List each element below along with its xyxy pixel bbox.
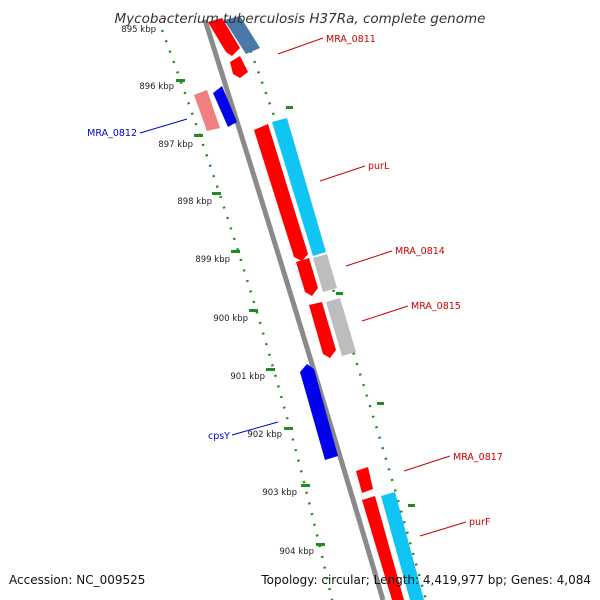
gene-purL-cyan-feature[interactable] [272,118,326,256]
tick-mark [249,309,258,312]
gene-MRA_0811-feature[interactable] [230,56,248,78]
gene-label-purF[interactable]: purF [469,517,490,528]
leader-line-MRA_0814 [345,250,393,267]
gene-MRA_0812-feature[interactable] [213,86,237,127]
tick-label: 902 kbp [247,430,282,440]
outer-tick-mark [286,106,293,109]
outer-tick-mark [377,402,384,405]
outer-tick-mark [336,292,343,295]
leader-line-MRA_0815 [361,305,409,322]
topology-label: Topology: circular; Length: 4,419,977 bp… [261,573,591,587]
gene-MRA_0814-feature[interactable] [296,258,318,296]
gene-MRA_0817-feature[interactable] [356,467,373,493]
tick-label: 904 kbp [279,547,314,557]
leader-line-cpsY [231,421,279,436]
leader-line-MRA_0811 [277,37,324,55]
gene-label-MRA_0812[interactable]: MRA_0812 [87,128,137,139]
gene-label-MRA_0815[interactable]: MRA_0815 [411,301,461,312]
leader-line-MRA_0812 [139,118,188,134]
tick-label: 898 kbp [177,197,212,207]
gene-MRA_0812-pale-feature[interactable] [194,90,220,131]
leader-line-purL [319,165,366,182]
tick-mark [176,79,185,82]
accession-label: Accession: NC_009525 [9,573,146,587]
tick-label: 897 kbp [158,140,193,150]
tick-mark [284,427,293,430]
gene-label-MRA_0814[interactable]: MRA_0814 [395,246,445,257]
gene-purF-feature[interactable] [362,496,404,600]
gene-label-purL[interactable]: purL [368,161,390,172]
leader-line-purF [419,521,467,537]
tick-label: 895 kbp [121,25,156,35]
tick-mark [266,368,275,371]
gene-MRA_0814-gray-feature[interactable] [313,254,337,292]
genome-backbone [202,19,386,600]
gene-MRA_0815-gray-feature[interactable] [326,298,356,356]
tick-label: 896 kbp [139,82,174,92]
gene-purF-cyan-feature[interactable] [381,492,424,600]
tick-marks [176,79,325,546]
gene-label-MRA_0811[interactable]: MRA_0811 [326,34,376,45]
tick-mark [301,484,310,487]
tick-mark [316,543,325,546]
outer-tick-mark [408,504,415,507]
gene-label-cpsY[interactable]: cpsY [208,431,230,442]
outer-tick-marks [286,106,415,507]
tick-label: 900 kbp [213,314,248,324]
gene-label-MRA_0817[interactable]: MRA_0817 [453,452,503,463]
tick-label: 901 kbp [230,372,265,382]
tick-mark [212,192,221,195]
gene-top-red-feature[interactable] [208,18,240,56]
tick-mark [231,250,240,253]
gene-MRA_0815-feature[interactable] [309,302,336,358]
tick-label: 903 kbp [262,488,297,498]
gene-purL-feature[interactable] [254,124,308,261]
leader-line-MRA_0817 [403,455,451,472]
tick-label: 899 kbp [195,255,230,265]
map-title: Mycobacterium tuberculosis H37Ra, comple… [115,11,486,27]
tick-mark [194,134,203,137]
gene-cpsY-feature[interactable] [300,364,338,460]
gene-top-steel-feature[interactable] [224,16,260,54]
